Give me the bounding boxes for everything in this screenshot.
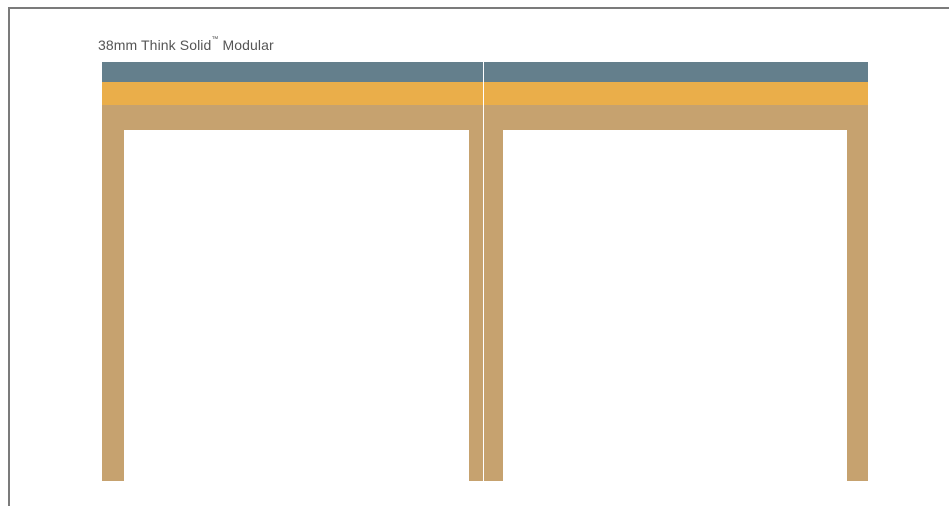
left-module-left-leg: [102, 130, 124, 481]
right-module-left-leg: [484, 130, 503, 481]
diagram-caption: 38mm Think Solid™ Modular: [98, 36, 274, 53]
left-module-right-leg: [469, 130, 483, 481]
trademark-symbol: ™: [211, 36, 219, 43]
left-module-top-band: [102, 62, 483, 82]
drawing-frame: [8, 7, 949, 506]
caption-text: 38mm Think Solid: [98, 37, 212, 53]
caption-suffix: Modular: [218, 37, 274, 53]
right-module: [484, 62, 868, 481]
right-module-top-band: [484, 62, 868, 82]
left-module-rail: [102, 105, 483, 130]
right-module-rail: [484, 105, 868, 130]
right-module-right-leg: [847, 130, 868, 481]
left-module: [102, 62, 483, 481]
right-module-accent-band: [484, 82, 868, 105]
module-divider: [483, 62, 484, 481]
left-module-accent-band: [102, 82, 483, 105]
